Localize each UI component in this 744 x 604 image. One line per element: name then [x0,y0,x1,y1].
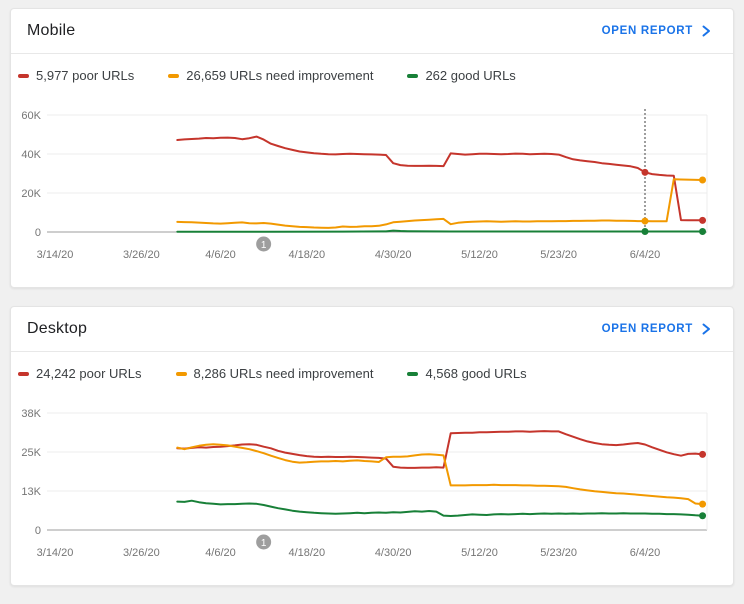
mobile-trend-chart[interactable]: 0 20K 40K 60K 3/14/20 3/26/20 4/6/20 4/18/20 4/3… [11,93,733,288]
end-dot-good [699,227,707,235]
x-axis-tick-label: 6/4/20 [630,547,661,559]
y-axis-tick-label: 40K [21,149,41,161]
x-axis-tick-label: 4/6/20 [205,249,236,261]
desktop-open-report-link[interactable]: OPEN REPORT [602,323,711,335]
y-axis-tick-label: 0 [35,525,41,537]
chevron-right-icon [702,25,710,37]
core-web-vitals-dashboard: Mobile OPEN REPORT 5,977 poor URLs 26,65… [0,8,744,604]
end-dot-good [699,512,707,520]
mobile-legend-item-good[interactable]: 262 good URLs [407,68,516,83]
desktop-card: Desktop OPEN REPORT 24,242 poor URLs 8,2… [10,306,734,586]
mobile-legend-item-needs-improvement[interactable]: 26,659 URLs need improvement [168,68,373,83]
mobile-legend: 5,977 poor URLs 26,659 URLs need improve… [11,54,733,93]
line-needs-improvement [176,178,704,229]
poor-swatch [18,371,29,376]
y-axis-tick-label: 13K [21,486,41,498]
end-dot-poor [699,450,707,458]
desktop-card-header: Desktop OPEN REPORT [11,307,733,352]
end-dot-poor [699,216,707,224]
x-axis-tick-label: 4/30/20 [375,249,412,261]
x-axis-tick-label: 4/18/20 [288,547,325,559]
desktop-legend-item-poor[interactable]: 24,242 poor URLs [18,366,142,381]
annotation-marker[interactable] [256,236,272,252]
x-axis-tick-label: 5/12/20 [461,547,498,559]
y-axis-tick-label: 38K [21,408,41,420]
x-axis-tick-label: 5/23/20 [540,249,577,261]
y-axis-tick-label: 0 [35,227,41,239]
desktop-legend-item-good[interactable]: 4,568 good URLs [407,366,527,381]
x-axis-tick-label: 5/12/20 [461,249,498,261]
mobile-poor-count-label: 5,977 poor URLs [36,68,135,83]
desktop-legend-item-needs-improvement[interactable]: 8,286 URLs need improvement [175,366,374,381]
good-swatch [407,73,419,78]
line-good [176,229,704,233]
annotation-marker-label: 1 [261,538,267,549]
mobile-card-title: Mobile [27,22,76,39]
x-axis-tick-label: 4/6/20 [205,547,236,559]
line-poor [176,430,704,469]
mobile-card-header: Mobile OPEN REPORT [11,9,733,54]
needs-improvement-swatch [168,73,180,78]
hover-dot-good [641,227,649,235]
mobile-card: Mobile OPEN REPORT 5,977 poor URLs 26,65… [10,8,734,288]
desktop-trend-chart[interactable]: 0 13K 25K 38K 3/14/20 3/26/20 4/6/20 4/18/20 4/3… [11,391,733,586]
desktop-good-count-label: 4,568 good URLs [425,366,527,381]
line-needs-improvement [176,443,704,506]
good-swatch [407,371,419,376]
desktop-legend: 24,242 poor URLs 8,286 URLs need improve… [11,352,733,391]
mobile-open-report-link[interactable]: OPEN REPORT [602,25,711,37]
y-axis-tick-label: 25K [21,447,41,459]
desktop-needs-improvement-count-label: 8,286 URLs need improvement [193,366,374,381]
line-poor [176,135,704,222]
x-axis-tick-label: 3/14/20 [37,249,74,261]
x-axis-tick-label: 5/23/20 [540,547,577,559]
desktop-card-title: Desktop [27,320,88,337]
x-axis-tick-label: 4/30/20 [375,547,412,559]
chevron-right-icon [702,323,710,335]
annotation-marker[interactable] [256,534,272,550]
x-axis-tick-label: 6/4/20 [630,249,661,261]
x-axis-tick-label: 3/14/20 [37,547,74,559]
end-dot-needs-improvement [699,500,707,508]
x-axis-tick-label: 3/26/20 [123,249,160,261]
line-good [176,499,704,517]
hover-dot-poor [641,168,649,176]
poor-swatch [18,73,29,78]
desktop-open-report-label: OPEN REPORT [601,323,693,335]
end-dot-needs-improvement [699,176,707,184]
mobile-good-count-label: 262 good URLs [425,68,516,83]
mobile-open-report-label: OPEN REPORT [601,25,693,37]
needs-improvement-swatch [175,371,187,376]
y-axis-tick-label: 20K [21,188,41,200]
mobile-legend-item-poor[interactable]: 5,977 poor URLs [18,68,134,83]
x-axis-tick-label: 4/18/20 [288,249,325,261]
hover-dot-needs-improvement [641,217,649,225]
annotation-marker-label: 1 [261,240,267,251]
desktop-poor-count-label: 24,242 poor URLs [36,366,142,381]
mobile-needs-improvement-count-label: 26,659 URLs need improvement [186,68,374,83]
y-axis-tick-label: 60K [21,110,41,122]
x-axis-tick-label: 3/26/20 [123,547,160,559]
